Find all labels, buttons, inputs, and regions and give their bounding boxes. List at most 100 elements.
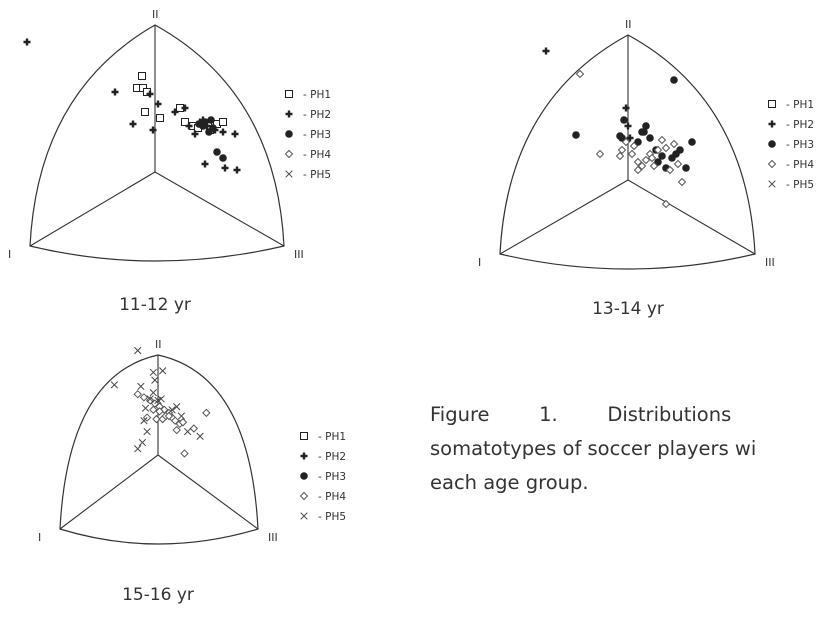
somatochart-outline [499,34,756,270]
legend-label-ph4: - PH4 [318,491,346,503]
somatochart-outline [29,24,285,262]
data-point-ph4 [139,393,149,402]
data-point-ph5 [134,346,142,355]
data-point-ph4 [649,161,659,171]
data-point-ph2 [231,130,239,138]
legend-label-ph2: - PH2 [303,109,331,121]
data-point-ph5 [183,427,192,436]
data-point-ph4 [133,389,142,399]
data-point-ph5 [138,438,147,447]
data-point-ph5 [141,404,150,412]
legend-label-ph5: - PH5 [786,179,814,191]
vertex-label-iii: III [268,531,278,544]
data-point-ph5 [168,406,176,414]
data-point-ph5 [159,367,167,375]
data-point-ph2 [300,452,308,460]
data-point-ph5 [143,427,151,436]
data-point-ph2 [191,130,199,138]
panel-title: 11-12 yr [119,295,191,315]
figure-caption: Figure 1. Distributions somatotypes of s… [430,398,820,500]
data-point-ph4 [575,69,585,79]
data-point-ph4 [299,491,309,501]
data-point-ph4 [172,425,181,435]
data-point-ph4 [149,405,158,414]
data-point-ph4 [164,411,174,421]
data-point-ph5 [146,395,154,403]
caption-line-3: each age group. [430,471,589,494]
data-point-ph5 [157,395,165,403]
legend-label-ph1: - PH1 [303,89,331,101]
data-point-ph5 [173,403,181,411]
legend-label-ph4: - PH4 [303,149,331,161]
data-point-ph4 [189,424,199,433]
data-point-ph4 [170,416,180,425]
vertex-label-ii: II [155,338,162,351]
data-point-ph3 [646,134,654,142]
legend-label-ph2: - PH2 [318,451,346,463]
data-point-ph1 [181,118,189,126]
data-point-ph2 [181,104,189,112]
data-point-ph4 [284,149,294,159]
legend-label-ph3: - PH3 [318,471,346,483]
axis-iii [627,179,756,255]
data-point-ph5 [110,381,118,389]
data-point-ph1 [141,108,149,116]
data-point-ph2 [285,110,293,118]
vertex-label-ii: II [625,18,632,31]
data-point-ph2 [111,88,119,96]
legend-label-ph3: - PH3 [303,129,331,141]
data-point-ph2 [626,134,634,142]
panel-title: 13-14 yr [592,299,664,319]
data-point-ph3 [670,76,678,84]
axis-iii [154,171,285,247]
data-point-ph3 [640,128,648,136]
data-point-ph4 [178,418,188,427]
vertex-label-i: I [38,531,41,544]
data-point-ph4 [629,141,639,151]
data-point-ph3 [676,146,684,154]
data-point-ph1 [138,72,146,80]
data-point-ph2 [185,122,193,130]
data-point-ph5 [151,376,159,384]
data-point-ph2 [233,166,241,174]
vertex-label-ii: II [152,8,159,21]
data-point-ph3 [658,152,666,160]
data-point-ph5 [196,432,204,440]
data-point-ph4 [669,139,679,149]
data-point-ph2 [624,122,632,130]
data-point-ph5 [149,368,157,377]
data-point-ph2 [23,38,31,46]
data-point-ph2 [149,126,157,134]
data-point-ph4 [202,408,211,418]
data-point-ph2 [622,104,630,112]
axis-i [29,171,156,247]
data-point-ph3 [205,128,213,136]
vertex-label-iii: III [294,248,304,261]
data-point-ph2 [146,90,154,98]
data-point-ph5 [140,417,148,425]
data-point-ph4 [145,396,155,405]
data-point-ph5 [285,170,293,178]
data-point-ph4 [633,165,643,175]
data-point-ph3 [616,132,624,140]
legend-label-ph1: - PH1 [786,99,814,111]
data-point-ph4 [615,151,625,161]
axis-iii [157,454,259,530]
data-point-ph5 [149,388,157,397]
data-point-ph3 [219,154,227,162]
data-point-ph4 [617,145,627,155]
data-point-ph4 [180,449,189,458]
data-point-ph4 [155,407,164,416]
data-point-ph4 [633,157,643,167]
data-point-ph4 [595,149,605,159]
data-point-ph4 [621,137,631,147]
data-point-ph4 [661,143,671,153]
data-point-ph3 [768,140,776,148]
data-point-ph5 [137,382,145,391]
vertex-label-i: I [478,256,481,269]
caption-line-1: Figure 1. Distributions [430,403,732,426]
data-point-ph2 [768,120,776,128]
